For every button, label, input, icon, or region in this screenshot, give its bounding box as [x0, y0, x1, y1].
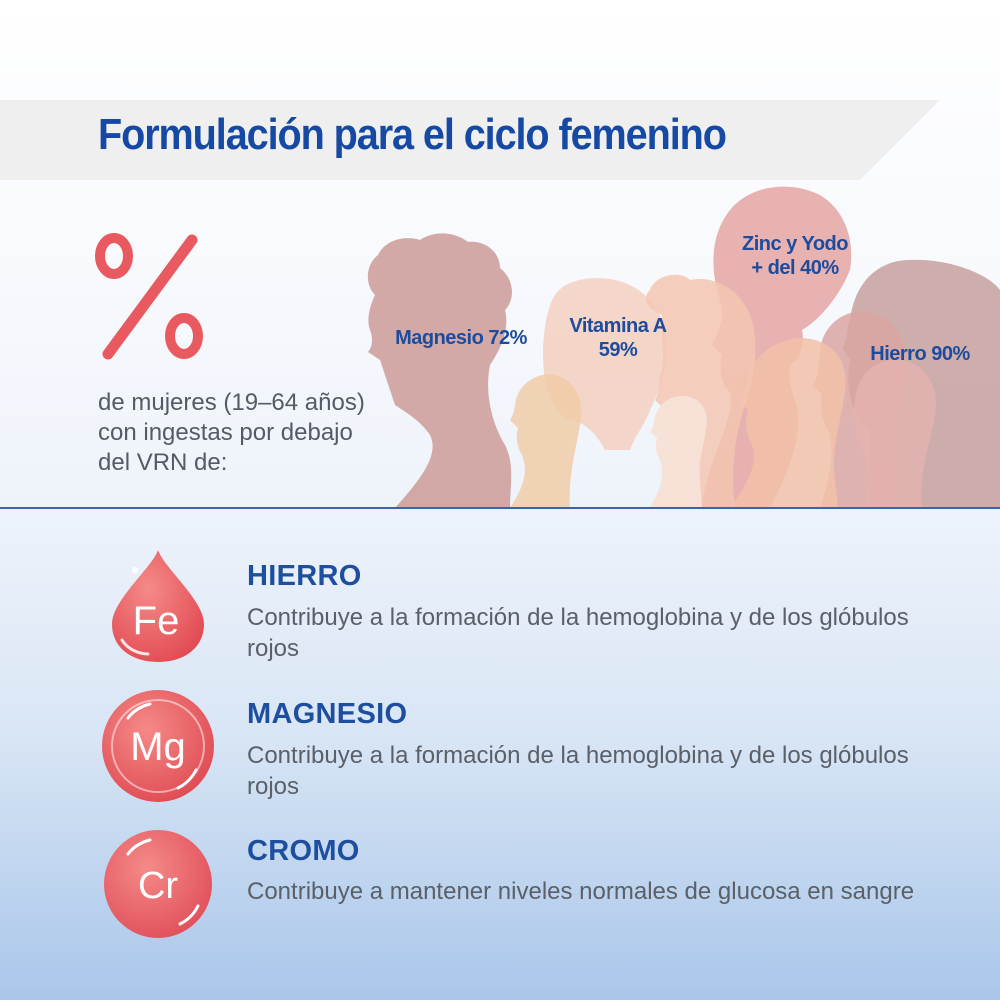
section-divider: [0, 507, 1000, 509]
mg-symbol: Mg: [130, 725, 186, 769]
nutrient-desc-magnesio: Contribuye a la formación de la hemoglob…: [247, 742, 909, 800]
title-band: [0, 100, 1000, 180]
nutrient-title-magnesio: MAGNESIO: [247, 698, 408, 730]
stat-zinc-yodo: Zinc y Yodo + del 40%: [730, 232, 860, 280]
nutrient-title-cromo: CROMO: [247, 835, 360, 867]
intro-text: de mujeres (19–64 años) con ingestas por…: [98, 389, 365, 476]
nutrient-title-hierro: HIERRO: [247, 560, 362, 592]
nutrient-desc-cromo: Contribuye a mantener niveles normales d…: [247, 878, 915, 905]
silhouette-magnesio: [367, 233, 512, 508]
stat-vitamina-a-line-1: Vitamina A: [569, 315, 667, 337]
cr-symbol: Cr: [138, 865, 178, 907]
page-title: Formulación para el ciclo femenino: [98, 110, 727, 159]
stat-hierro: Hierro 90%: [858, 342, 982, 366]
stat-vitamina-a-line-2: 59%: [598, 339, 638, 361]
fe-symbol: Fe: [133, 599, 180, 643]
women-silhouettes-illustration: [367, 186, 1000, 508]
percent-icon: [95, 233, 203, 360]
silhouette-peach-right: [730, 338, 846, 508]
stat-vitamina-a: Vitamina A 59%: [556, 314, 680, 362]
stat-zinc-yodo-line-2: + del 40%: [751, 257, 839, 279]
silhouette-foreground-pink: [850, 359, 936, 508]
stat-zinc-yodo-line-1: Zinc y Yodo: [742, 233, 849, 255]
stat-magnesio: Magnesio 72%: [388, 326, 534, 350]
chromium-orb-icon: Cr: [104, 830, 212, 938]
silhouette-child: [650, 395, 708, 508]
stat-magnesio-line-1: Magnesio 72%: [395, 327, 527, 349]
stat-hierro-line-1: Hierro 90%: [870, 343, 970, 365]
blood-drop-icon: Fe: [112, 550, 204, 662]
magnesium-orb-icon: Mg: [102, 690, 214, 802]
nutrient-desc-hierro: Contribuye a la formación de la hemoglob…: [247, 604, 909, 662]
silhouette-small-front: [510, 374, 582, 508]
